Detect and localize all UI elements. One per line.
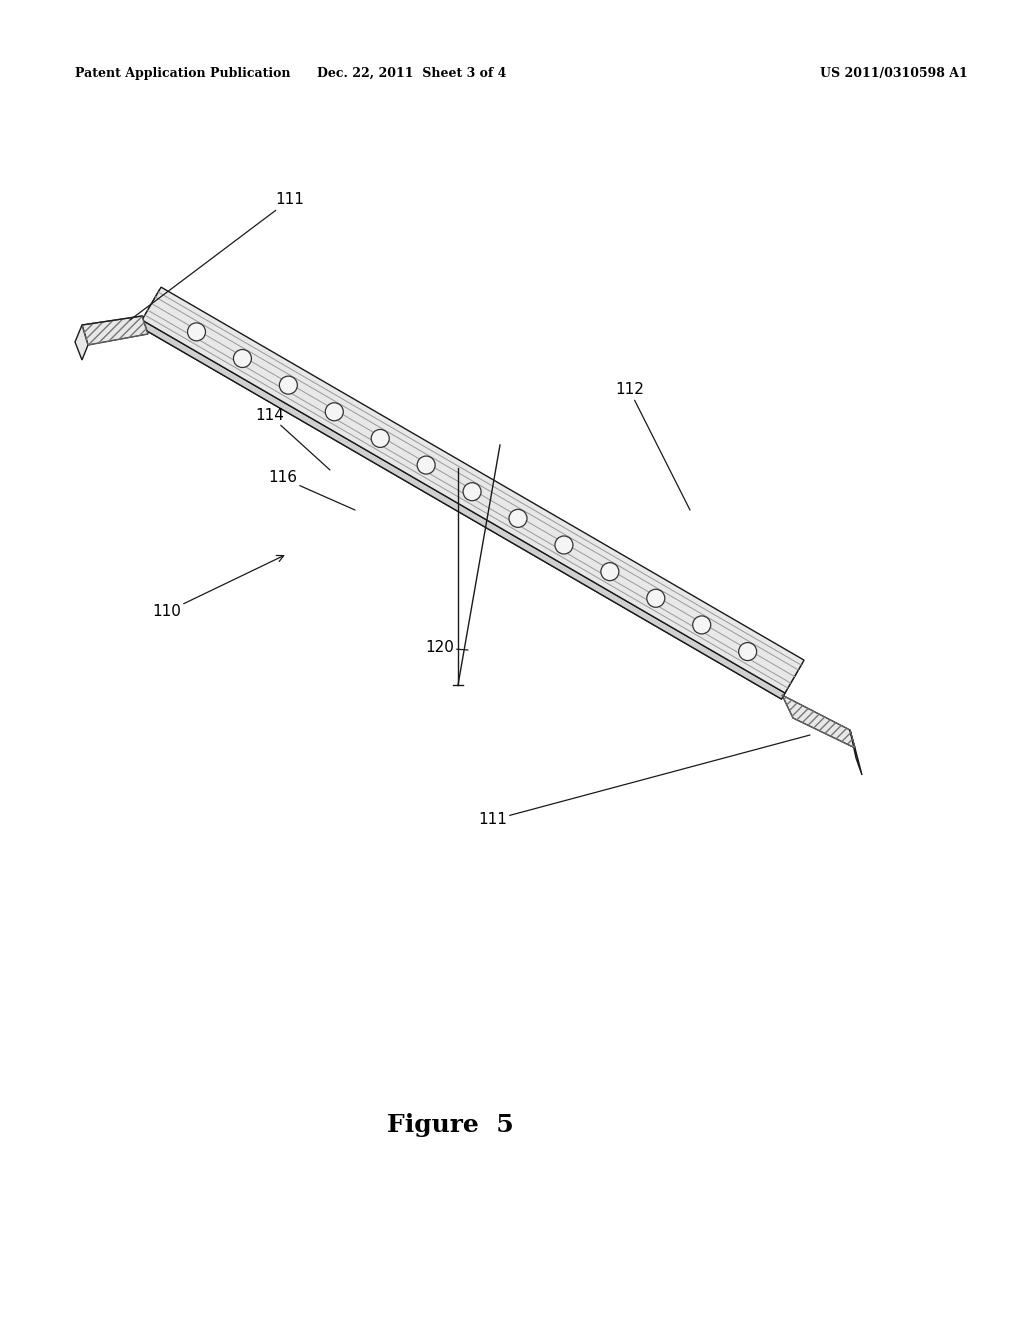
- Circle shape: [187, 323, 206, 341]
- Polygon shape: [782, 696, 855, 748]
- Text: 112: 112: [615, 383, 690, 510]
- Circle shape: [233, 350, 252, 367]
- Text: US 2011/0310598 A1: US 2011/0310598 A1: [820, 66, 968, 79]
- Text: 114: 114: [255, 408, 330, 470]
- Circle shape: [601, 562, 618, 581]
- Polygon shape: [75, 325, 88, 360]
- Polygon shape: [138, 319, 785, 700]
- Polygon shape: [82, 315, 148, 345]
- Polygon shape: [850, 730, 862, 775]
- Circle shape: [326, 403, 343, 421]
- Circle shape: [509, 510, 527, 528]
- Circle shape: [692, 616, 711, 634]
- Circle shape: [417, 457, 435, 474]
- Text: 116: 116: [268, 470, 355, 510]
- Circle shape: [463, 483, 481, 500]
- Text: 111: 111: [478, 735, 810, 828]
- Polygon shape: [138, 289, 803, 700]
- Text: 120: 120: [425, 640, 468, 656]
- Text: Figure  5: Figure 5: [387, 1113, 513, 1137]
- Polygon shape: [142, 288, 804, 693]
- Circle shape: [280, 376, 297, 395]
- Circle shape: [647, 589, 665, 607]
- Text: 110: 110: [152, 556, 284, 619]
- Circle shape: [555, 536, 573, 554]
- Circle shape: [372, 429, 389, 447]
- Text: Patent Application Publication: Patent Application Publication: [75, 66, 291, 79]
- Text: Dec. 22, 2011  Sheet 3 of 4: Dec. 22, 2011 Sheet 3 of 4: [317, 66, 507, 79]
- Circle shape: [738, 643, 757, 660]
- Text: 111: 111: [130, 193, 304, 319]
